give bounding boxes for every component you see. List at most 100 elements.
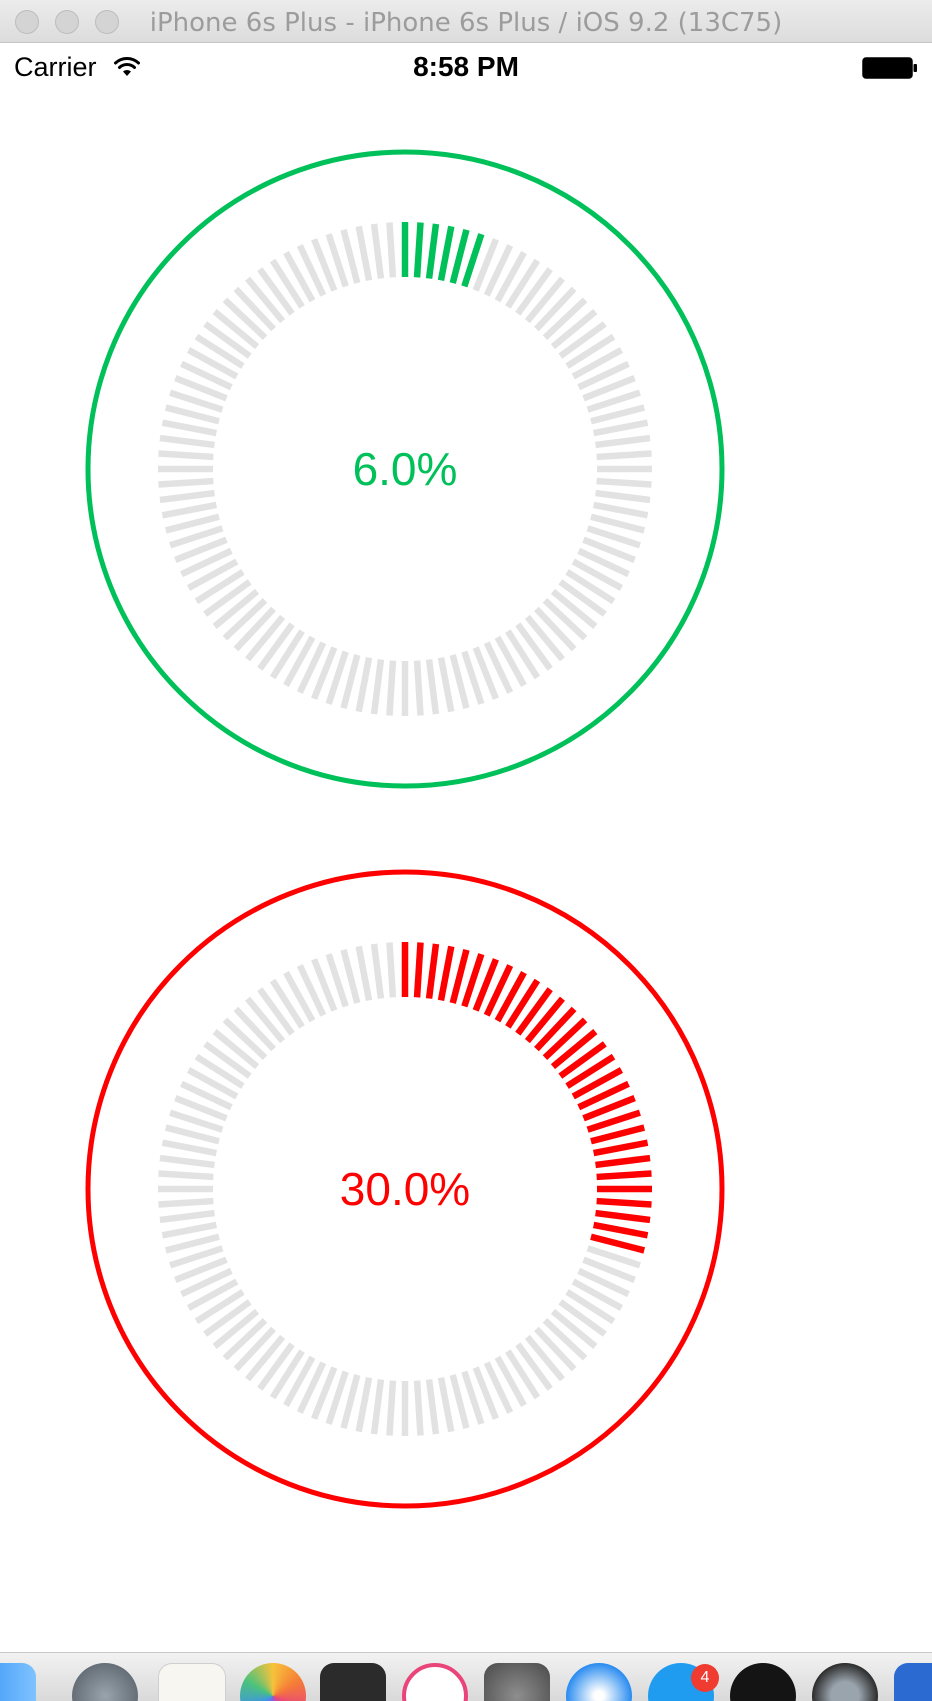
gauge-tick-empty (283, 635, 316, 688)
gauge-tick-empty (472, 646, 499, 700)
gauge-tick-empty (370, 659, 385, 715)
gauge-tick-filled (586, 1109, 641, 1133)
gauge-tick-empty (180, 360, 233, 391)
gauge-tick-empty (245, 614, 286, 662)
macos-dock (0, 1652, 932, 1701)
gauge-tick-empty (370, 943, 385, 999)
gauge-tick-empty (159, 1154, 215, 1169)
finder-icon[interactable] (0, 1663, 36, 1701)
gauge-tick-empty (505, 629, 541, 680)
notes-icon[interactable] (158, 1663, 226, 1701)
preview-icon[interactable] (320, 1663, 386, 1701)
close-window-button[interactable] (15, 10, 39, 34)
photos-icon[interactable] (240, 1663, 306, 1701)
gauge-tick-empty (596, 450, 652, 461)
gauge-tick-empty (169, 389, 224, 413)
progress-gauge-1: 6.0% (85, 149, 725, 789)
gauge-tick-empty (515, 267, 553, 316)
gauge-tick-empty (370, 223, 385, 279)
gauge-tick-empty (483, 1361, 514, 1414)
gauge-tick-empty (194, 569, 245, 605)
gauge-tick-filled (550, 1029, 598, 1070)
gauge-tick-empty (386, 222, 397, 278)
gauge-tick-empty (505, 258, 541, 309)
gauge-tick-empty (534, 606, 577, 652)
gauge-tick-empty (296, 244, 327, 297)
gauge-tick-empty (159, 1209, 215, 1224)
gauge-tick-empty (558, 1299, 607, 1337)
gauge-tick-empty (472, 1366, 499, 1420)
word-icon[interactable] (894, 1663, 932, 1701)
gauge-tick-empty (158, 1170, 214, 1181)
gauge-tick-empty (245, 276, 286, 324)
gauge-tick-empty (577, 547, 630, 578)
gauge-tick-empty (582, 1256, 636, 1283)
gauge-1-percentage: 6.0% (352, 443, 458, 495)
gauge-tick-empty (340, 654, 361, 710)
gauge-tick-empty (169, 1245, 224, 1269)
gauge-tick-filled (571, 1067, 624, 1100)
gauge-tick-empty (233, 1006, 276, 1052)
gauge-tick-empty (158, 1197, 214, 1208)
gauge-tick-empty (296, 1361, 327, 1414)
gauge-tick-empty (592, 501, 649, 519)
qq-icon[interactable] (730, 1663, 796, 1701)
gauge-tick-empty (257, 987, 295, 1036)
gauge-tick-empty (582, 375, 636, 402)
gauge-tick-filled (472, 958, 499, 1012)
gauge-tick-empty (386, 942, 397, 998)
gauge-tick-empty (222, 297, 268, 340)
gauge-tick-empty (370, 1379, 385, 1435)
gauge-tick-empty (325, 233, 349, 288)
wifi-icon (114, 57, 140, 76)
gauge-tick-empty (311, 958, 338, 1012)
gauge-tick-empty (550, 1308, 598, 1349)
gauge-tick-empty (194, 1289, 245, 1325)
gauge-tick-empty (222, 1017, 268, 1060)
gauge-tick-filled (449, 228, 470, 284)
gauge-tick-empty (245, 996, 286, 1044)
gauge-tick-empty (550, 309, 598, 350)
gauge-tick-empty (340, 228, 361, 284)
gauge-tick-empty (222, 598, 268, 641)
safari-icon[interactable] (566, 1663, 632, 1701)
launchpad-icon[interactable] (72, 1663, 138, 1701)
gauge-tick-filled (461, 953, 485, 1008)
gauge-tick-empty (586, 525, 641, 549)
gauge-tick-empty (534, 286, 577, 332)
gauge-tick-empty (413, 1380, 424, 1436)
zoom-window-button[interactable] (95, 10, 119, 34)
gauge-tick-empty (577, 360, 630, 391)
gauge-tick-empty (483, 641, 514, 694)
gauge-tick-empty (233, 1326, 276, 1372)
gauge-tick-filled (413, 942, 424, 998)
gauge-tick-empty (542, 598, 588, 641)
gauge-tick-empty (257, 622, 295, 671)
gauge-tick-filled (461, 233, 485, 288)
gauge-tick-filled (590, 1124, 646, 1145)
gauge-tick-empty (283, 250, 316, 303)
gauge-tick-empty (505, 1349, 541, 1400)
gauge-tick-empty (592, 419, 649, 437)
gauge-tick-empty (180, 1080, 233, 1111)
gauge-tick-empty (590, 513, 646, 534)
gauge-tick-filled (534, 1006, 577, 1052)
gauge-tick-empty (524, 614, 565, 662)
gauge-tick-empty (257, 267, 295, 316)
gauge-tick-empty (269, 258, 305, 309)
gauge-tick-empty (355, 945, 373, 1002)
gauge-tick-filled (592, 1221, 649, 1239)
gauge-tick-empty (174, 1095, 228, 1122)
gauge-tick-empty (203, 321, 252, 359)
gauge-tick-empty (269, 1349, 305, 1400)
gauge-ring-1 (85, 149, 725, 789)
gauge-tick-empty (296, 641, 327, 694)
gauge-tick-empty (186, 1278, 239, 1311)
system-preferences-icon[interactable] (484, 1663, 550, 1701)
itunes-icon[interactable] (402, 1663, 468, 1701)
gauge-tick-empty (340, 948, 361, 1004)
minimize-window-button[interactable] (55, 10, 79, 34)
quicktime-icon[interactable] (812, 1663, 878, 1701)
gauge-tick-empty (212, 1029, 260, 1070)
gauge-tick-empty (164, 513, 220, 534)
